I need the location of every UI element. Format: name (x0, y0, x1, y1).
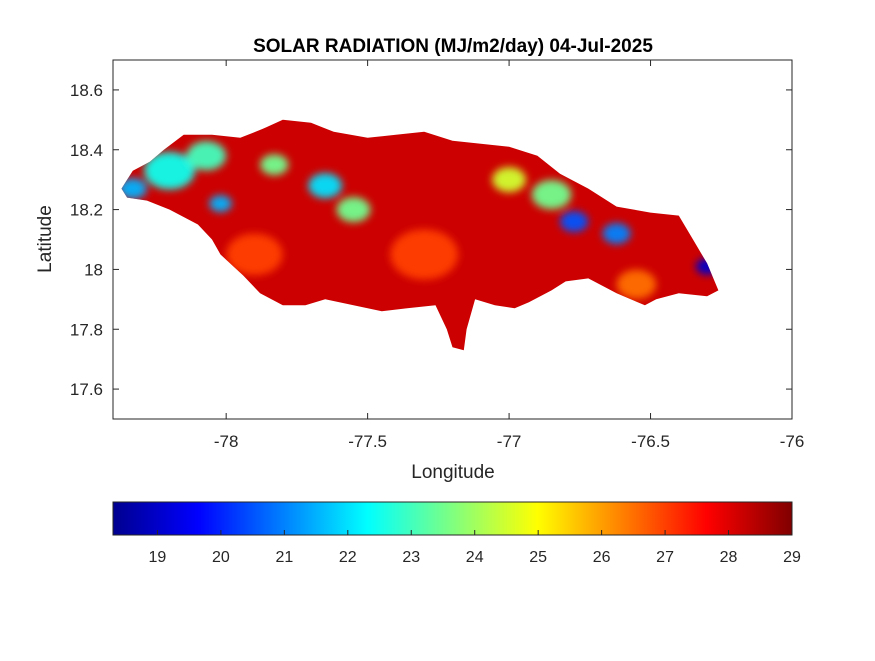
field-feature-5 (308, 173, 343, 199)
colorbar-tick-label-10: 29 (783, 549, 801, 566)
y-tick-label-4: 18.4 (70, 141, 103, 160)
colorbar-tick-label-0: 19 (149, 549, 167, 566)
y-tick-label-5: 18.6 (70, 81, 103, 100)
colorbar-tick-label-6: 25 (529, 549, 547, 566)
y-tick-label-0: 17.6 (70, 380, 103, 399)
x-tick-label-3: -76.5 (631, 432, 670, 451)
colorbar-tick-label-7: 26 (593, 549, 611, 566)
radiation-field (121, 141, 719, 300)
x-tick-label-0: -78 (214, 432, 239, 451)
colorbar-tick-label-5: 24 (466, 549, 484, 566)
x-axis-label: Longitude (411, 462, 494, 483)
y-tick-label-3: 18.2 (70, 201, 103, 220)
colorbar-tick-label-4: 23 (402, 549, 420, 566)
field-feature-7 (492, 167, 527, 193)
colorbar-ticks: 19 20 21 22 23 24 25 26 27 28 29 (149, 530, 801, 566)
y-tick-label-2: 18 (84, 260, 103, 279)
colorbar-tick-label-9: 28 (720, 549, 738, 566)
field-feature-1 (144, 151, 196, 190)
x-axis: -78 -77.5 -77 -76.5 -76 (214, 60, 804, 451)
y-axis-label: Latitude (35, 205, 56, 273)
field-feature-14 (616, 269, 657, 300)
field-feature-13 (226, 233, 283, 276)
field-feature-3 (209, 195, 232, 212)
colorbar-tick-label-2: 21 (275, 549, 293, 566)
y-axis: 17.6 17.8 18 18.2 18.4 18.6 (70, 81, 792, 399)
colorbar-tick-label-1: 20 (212, 549, 230, 566)
colorbar-tick-label-8: 27 (656, 549, 674, 566)
field-feature-6 (336, 197, 371, 223)
colorbar (112, 501, 793, 536)
x-tick-label-4: -76 (780, 432, 805, 451)
x-tick-label-2: -77 (497, 432, 522, 451)
field-feature-8 (531, 179, 572, 210)
field-feature-12 (390, 229, 459, 280)
radiation-map (121, 119, 719, 351)
field-feature-4 (260, 154, 289, 176)
field-feature-9 (560, 211, 589, 233)
y-tick-label-1: 17.8 (70, 320, 103, 339)
radiation-field-blur (121, 141, 719, 300)
x-tick-label-1: -77.5 (348, 432, 387, 451)
colorbar-tick-label-3: 22 (339, 549, 357, 566)
chart-title: SOLAR RADIATION (MJ/m2/day) 04-Jul-2025 (253, 36, 653, 57)
field-feature-0 (121, 178, 147, 200)
field-feature-10 (602, 223, 631, 244)
field-feature-2 (186, 141, 227, 171)
